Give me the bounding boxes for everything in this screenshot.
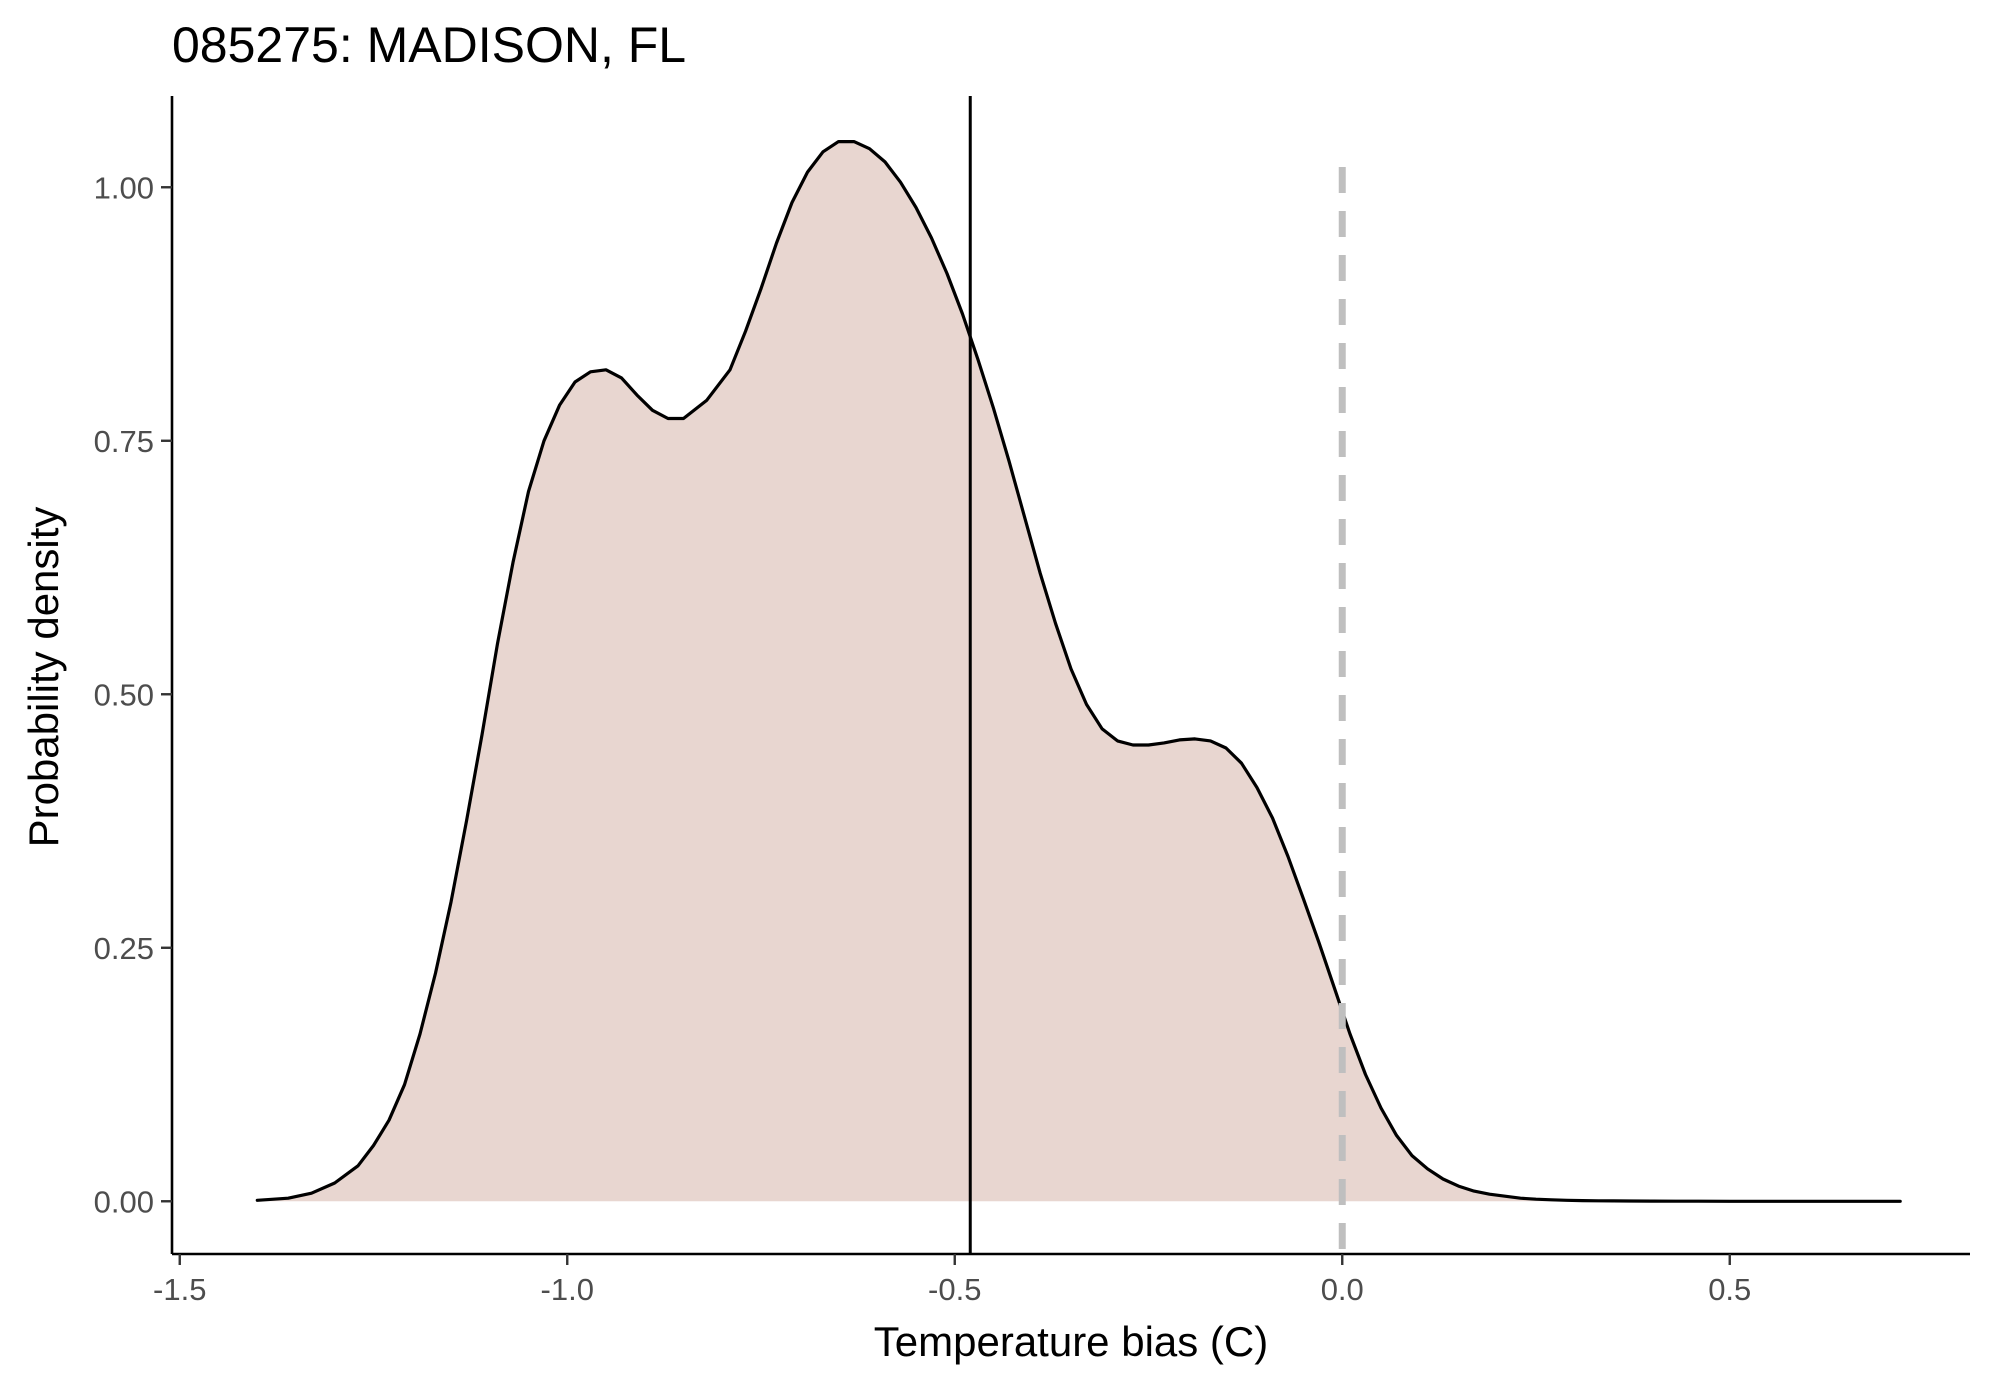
density-area-fill: [257, 141, 1901, 1202]
x-tick-label: -1.5: [153, 1272, 206, 1307]
axes: -1.5 -1.0 -0.5 0.0 0.5 0.00 0.25 0.50 0.75 1.00: [94, 96, 1970, 1307]
x-tick-label: 0.0: [1321, 1272, 1364, 1307]
x-tick-label: 0.5: [1708, 1272, 1751, 1307]
y-axis-ticks: 0.00 0.25 0.50 0.75 1.00: [94, 170, 172, 1219]
y-tick-label: 0.00: [94, 1184, 154, 1219]
y-tick-label: 0.75: [94, 424, 154, 459]
y-tick-label: 0.50: [94, 677, 154, 712]
plot-area: [255, 96, 1902, 1254]
y-tick-label: 0.25: [94, 931, 154, 966]
x-axis-ticks: -1.5 -1.0 -0.5 0.0 0.5: [153, 1254, 1751, 1307]
density-curve: [255, 140, 1902, 1203]
x-tick-label: -0.5: [928, 1272, 981, 1307]
chart-title: 085275: MADISON, FL: [172, 17, 686, 73]
x-tick-label: -1.0: [541, 1272, 594, 1307]
y-tick-label: 1.00: [94, 170, 154, 205]
x-axis-title: Temperature bias (C): [874, 1318, 1268, 1365]
reference-lines: [968, 96, 1346, 1254]
y-axis-title: Probability density: [20, 507, 67, 848]
